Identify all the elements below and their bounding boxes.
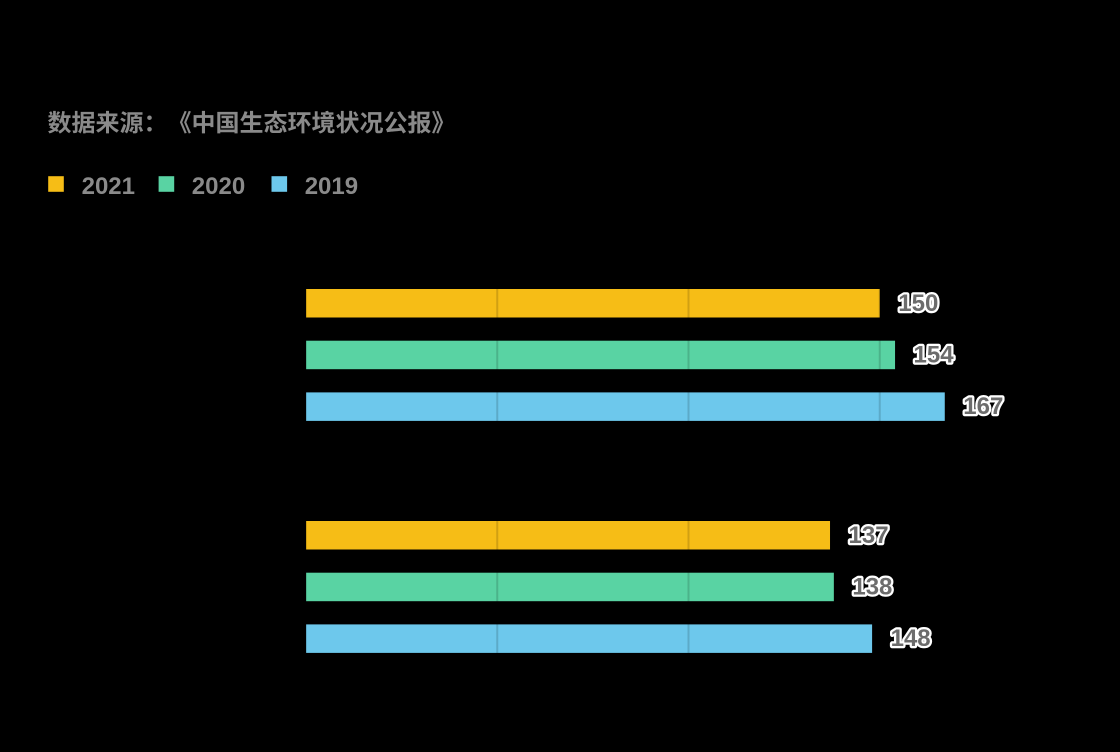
svg-text:2019: 2019: [305, 173, 358, 200]
svg-text:138: 138: [852, 573, 892, 600]
svg-text:167: 167: [963, 393, 1003, 420]
svg-text:2021: 2021: [82, 173, 135, 200]
svg-text:2020: 2020: [192, 173, 245, 200]
svg-text:154: 154: [914, 341, 955, 368]
svg-text:150: 150: [898, 290, 938, 317]
svg-text:148: 148: [891, 625, 931, 652]
svg-text:137: 137: [849, 522, 889, 549]
